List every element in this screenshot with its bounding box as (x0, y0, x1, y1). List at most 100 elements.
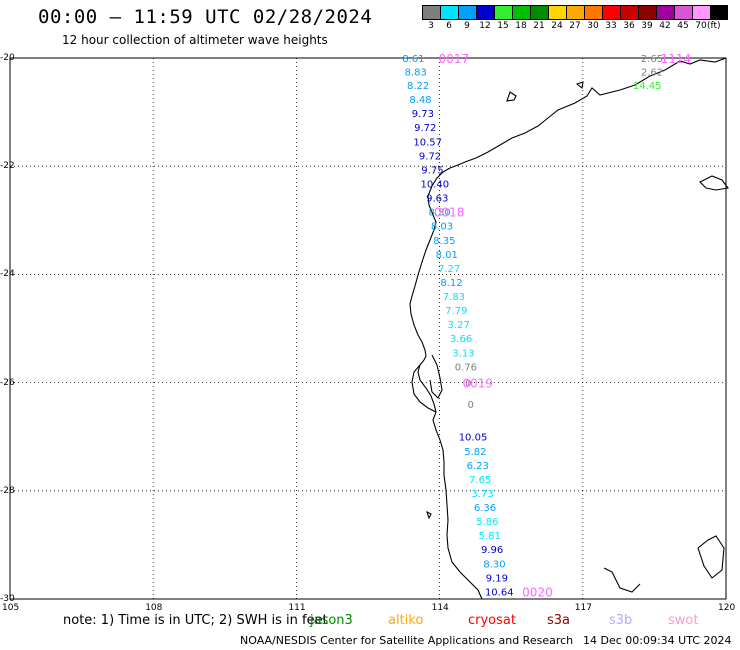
color-scale-unit: (ft) (707, 21, 721, 31)
wave-height-value: 9.73 (412, 109, 434, 120)
longitude-label: 120 (718, 603, 736, 613)
latitude-label: -24 (0, 269, 15, 280)
color-scale-swatch (512, 5, 530, 20)
wave-height-value: 7.79 (445, 306, 467, 317)
mission-label: swot (668, 613, 699, 628)
color-scale-label: 45 (677, 21, 689, 31)
track-time-label: 0017 (439, 52, 470, 66)
track-time-label: 0018 (434, 206, 465, 220)
color-scale-labels: 3 6 9 12 15 18 21 24 27 30 33 36 39 42 45 70 (422, 21, 728, 31)
latitude-label: -28 (0, 485, 15, 496)
wave-height-value: 5.81 (479, 531, 501, 542)
color-scale-swatch (458, 5, 476, 20)
wave-height-value: 8.30 (483, 559, 505, 570)
wave-height-value: 6.36 (474, 503, 496, 514)
color-scale-label: 70 (695, 21, 707, 31)
wave-height-value: 3.66 (450, 334, 472, 345)
mission-label: s3a (547, 613, 571, 628)
color-scale-swatch (620, 5, 638, 20)
wave-height-value: 8.03 (431, 222, 453, 233)
island-west-small (426, 510, 432, 520)
wave-height-value: 2.62 (641, 68, 663, 79)
coastline (409, 57, 729, 600)
latitude-label: -22 (0, 161, 15, 172)
map-frame (9, 57, 727, 600)
longitude-label: 117 (574, 603, 592, 613)
mission-label: altiko (388, 613, 424, 628)
color-scale-label: 18 (515, 21, 527, 31)
longitude-label: 108 (145, 603, 163, 613)
wave-height-value: 8.83 (405, 68, 427, 79)
color-scale-label: 3 (428, 21, 434, 31)
wave-height-value: 3.73 (471, 489, 493, 500)
wave-height-value: 14.45 (633, 81, 662, 92)
wave-height-value: 7.65 (469, 475, 491, 486)
longitude-label: 111 (288, 603, 306, 613)
wave-height-value: 3.13 (452, 348, 474, 359)
color-scale-swatch (710, 5, 728, 20)
mission-label: cryosat (468, 613, 516, 628)
shark-bay-peninsula (411, 364, 437, 413)
wave-height-value: 8.35 (433, 236, 455, 247)
island-north-1 (506, 91, 517, 102)
island-north-2 (575, 81, 584, 90)
color-scale-label: 27 (569, 21, 581, 31)
color-scale-swatch (530, 5, 548, 20)
color-scale-label: 39 (641, 21, 653, 31)
coastline-main (409, 57, 727, 600)
wave-height-value: 10.64 (485, 587, 514, 598)
wave-height-value: 2.65 (641, 54, 663, 65)
island-east (699, 175, 729, 191)
track-time-label: 0019 (463, 377, 494, 391)
wave-height-value: 10.05 (459, 433, 488, 444)
wave-height-value: 7.27 (438, 264, 460, 275)
wave-height-value: 5.82 (464, 447, 486, 458)
footer-timestamp: 14 Dec 00:09:34 UTC 2024 (583, 634, 732, 647)
color-scale-label: 36 (623, 21, 635, 31)
track-time-label: 0020 (522, 585, 553, 599)
footer-credit: NOAA/NESDIS Center for Satellite Applica… (240, 634, 574, 647)
wave-height-value: 8.22 (407, 81, 429, 92)
wave-height-value: 0 (465, 379, 471, 390)
wave-height-value: 9.96 (481, 545, 503, 556)
color-scale-swatch (656, 5, 674, 20)
color-scale-swatch (494, 5, 512, 20)
color-scale-label: 21 (533, 21, 545, 31)
wave-height-value: 9.19 (486, 573, 508, 584)
wave-height-value: 9.72 (419, 151, 441, 162)
graticule (9, 57, 727, 600)
color-scale-swatch (422, 5, 440, 20)
color-scale-label: 6 (446, 21, 452, 31)
coast-fragment-southeast (603, 567, 641, 593)
color-scale-swatch (692, 5, 710, 20)
color-scale-swatch (638, 5, 656, 20)
note-text: note: 1) Time is in UTC; 2) SWH is in fe… (63, 613, 328, 628)
wave-height-value: 6.23 (467, 461, 489, 472)
color-scale-swatch (440, 5, 458, 20)
color-scale-label: 24 (551, 21, 563, 31)
color-scale-label: 12 (479, 21, 491, 31)
wave-height-value: 5.86 (476, 517, 498, 528)
wave-height-value: 8.48 (409, 95, 431, 106)
color-scale-swatch (602, 5, 620, 20)
track-time-labels: 0017 0018 0019 0020 1114 (434, 52, 691, 599)
color-scale-swatch (548, 5, 566, 20)
color-scale-swatch (674, 5, 692, 20)
wave-height-value: 8.12 (440, 278, 462, 289)
map-subtitle: 12 hour collection of altimeter wave hei… (62, 33, 328, 47)
track-time-label: 1114 (661, 52, 692, 66)
mission-label: jason3 (310, 613, 353, 628)
color-scale-swatch (476, 5, 494, 20)
latitude-label: -30 (0, 594, 15, 604)
wave-height-color-scale (422, 5, 728, 20)
wave-height-value: 8.01 (436, 250, 458, 261)
latitude-label: -26 (0, 377, 15, 388)
wave-height-value: 9.72 (414, 123, 436, 134)
shark-bay-inner (429, 354, 443, 399)
wave-height-value: 10.40 (421, 180, 450, 191)
wave-height-value: 8.61 (402, 54, 424, 65)
wave-height-value: 9.75 (421, 165, 443, 176)
wave-height-value: 0.76 (455, 362, 477, 373)
color-scale-label: 42 (659, 21, 671, 31)
